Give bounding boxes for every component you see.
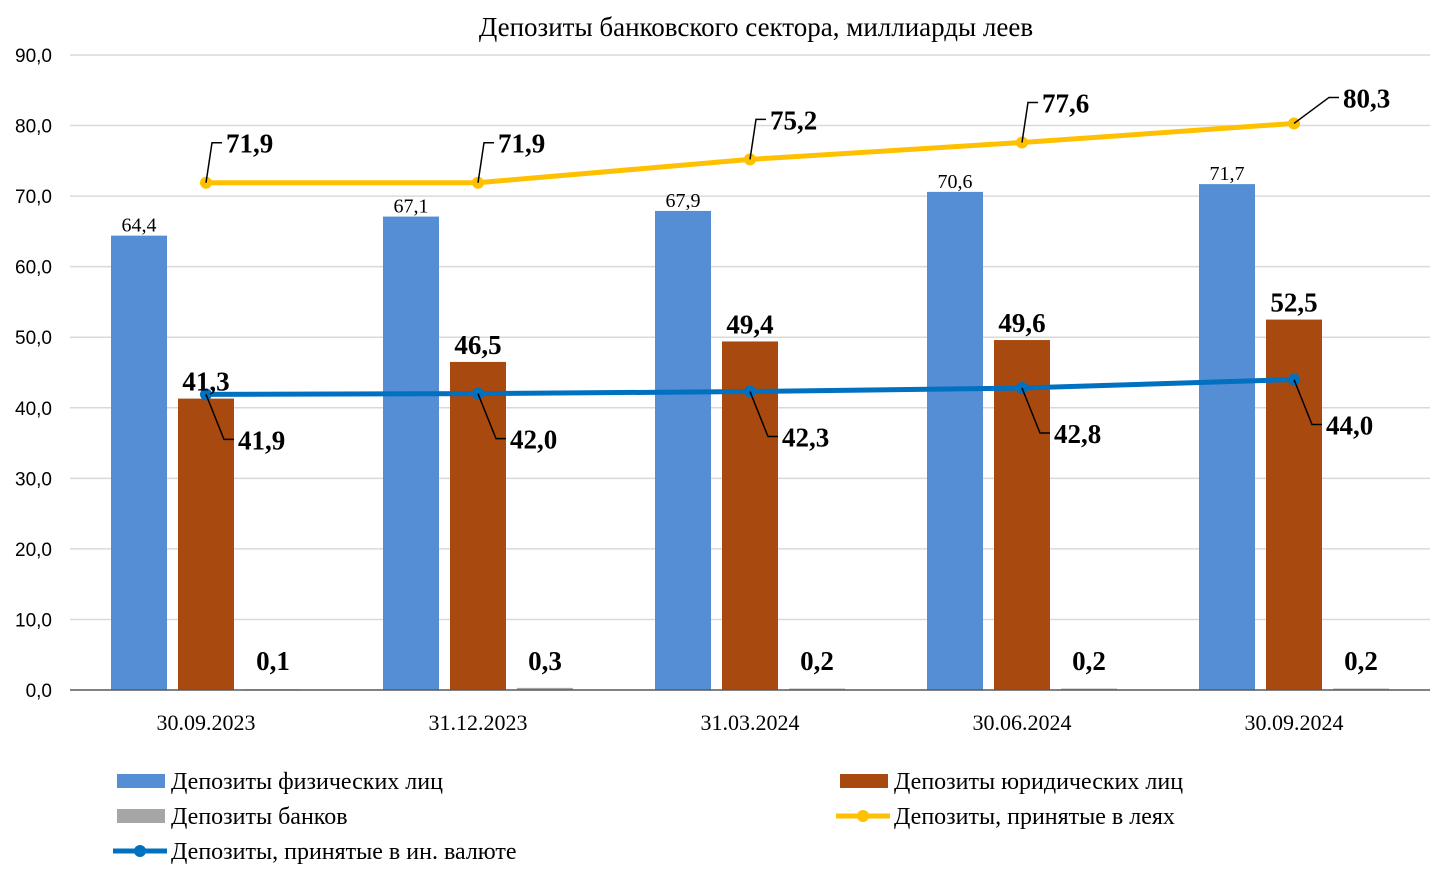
y-tick-label: 10,0: [15, 610, 52, 631]
bar: [111, 235, 167, 690]
bar: [722, 341, 778, 690]
leader-line: [477, 393, 506, 440]
leader-line: [477, 141, 494, 183]
y-tick-label: 70,0: [15, 187, 52, 208]
data-label: 71,7: [1210, 163, 1245, 185]
leader-line: [1293, 379, 1322, 426]
y-tick-label: 80,0: [15, 117, 52, 138]
data-label: 52,5: [1270, 288, 1317, 318]
data-label: 46,5: [454, 330, 501, 360]
data-label: 64,4: [122, 215, 157, 237]
data-label: 42,3: [782, 423, 829, 453]
leader-line: [205, 394, 234, 441]
data-label: 0,2: [1072, 646, 1106, 676]
data-labels: 64,4 67,1 67,9 70,6 71,7 41,3 46,5 49,4 49,6 52,5…: [122, 83, 1391, 676]
x-tick-label: 31.12.2023: [429, 710, 528, 735]
bar: [994, 340, 1050, 690]
x-tick-label: 30.09.2024: [1245, 710, 1344, 735]
legend-marker: [857, 810, 869, 822]
legend-label: Депозиты физических лиц: [171, 769, 443, 795]
data-label: 41,9: [238, 425, 285, 455]
data-label: 0,1: [256, 646, 290, 676]
y-tick-label: 0,0: [26, 681, 52, 702]
legend: Депозиты физических лиц Депозиты юридичес…: [113, 769, 1183, 865]
bar: [383, 216, 439, 691]
data-label: 42,0: [510, 425, 557, 455]
legend-swatch: [117, 809, 165, 823]
bar: [450, 361, 506, 690]
y-tick-label: 50,0: [15, 328, 52, 349]
leader-line: [205, 141, 222, 183]
bars: [111, 184, 1389, 691]
series-line: [206, 120, 1295, 186]
legend-label: Депозиты банков: [171, 804, 348, 830]
data-label: 49,4: [726, 309, 773, 339]
leader-line: [749, 391, 778, 438]
data-label: 70,6: [938, 171, 973, 193]
data-label: 71,9: [226, 129, 273, 159]
data-label: 67,1: [394, 196, 429, 218]
data-label: 0,2: [800, 646, 834, 676]
legend-label: Депозиты юридических лиц: [894, 769, 1183, 795]
y-tick-label: 20,0: [15, 540, 52, 561]
leader-line: [749, 118, 766, 160]
data-label: 49,6: [998, 308, 1045, 338]
data-label: 77,6: [1042, 88, 1089, 118]
data-label: 71,9: [498, 129, 545, 159]
y-tick-label: 40,0: [15, 399, 52, 420]
leader-line: [1021, 101, 1038, 143]
y-tick-label: 90,0: [15, 46, 52, 67]
bar: [517, 687, 573, 690]
y-axis: 0,0 10,0 20,0 30,0 40,0 50,0 60,0 70,0 80,0 90,0: [15, 46, 52, 702]
bar: [1199, 184, 1255, 690]
x-tick-label: 31.03.2024: [701, 710, 800, 735]
legend-marker: [134, 845, 146, 857]
data-label: 42,8: [1054, 419, 1101, 449]
legend-swatch: [840, 774, 888, 788]
leader-line: [1021, 387, 1050, 434]
data-label: 67,9: [666, 190, 701, 212]
data-label: 44,0: [1326, 411, 1373, 441]
legend-label: Депозиты, принятые в леях: [894, 804, 1175, 830]
gridlines: [70, 54, 1430, 621]
bar: [178, 398, 234, 690]
x-tick-label: 30.09.2023: [157, 710, 256, 735]
y-tick-label: 30,0: [15, 469, 52, 490]
legend-label: Депозиты, принятые в ин. валюте: [171, 839, 517, 865]
bar: [655, 210, 711, 690]
data-label: 80,3: [1343, 83, 1390, 113]
x-tick-label: 30.06.2024: [973, 710, 1072, 735]
legend-swatch: [117, 774, 165, 788]
data-label: 0,2: [1344, 646, 1378, 676]
leader-line: [1293, 96, 1339, 125]
data-label: 75,2: [770, 105, 817, 135]
chart-title: Депозиты банковского сектора, миллиарды …: [479, 12, 1033, 42]
data-label: 0,3: [528, 646, 562, 676]
y-tick-label: 60,0: [15, 258, 52, 279]
data-label: 41,3: [182, 367, 229, 397]
bar: [927, 191, 983, 690]
x-axis: 30.09.2023 31.12.2023 31.03.2024 30.06.2024…: [70, 689, 1430, 735]
